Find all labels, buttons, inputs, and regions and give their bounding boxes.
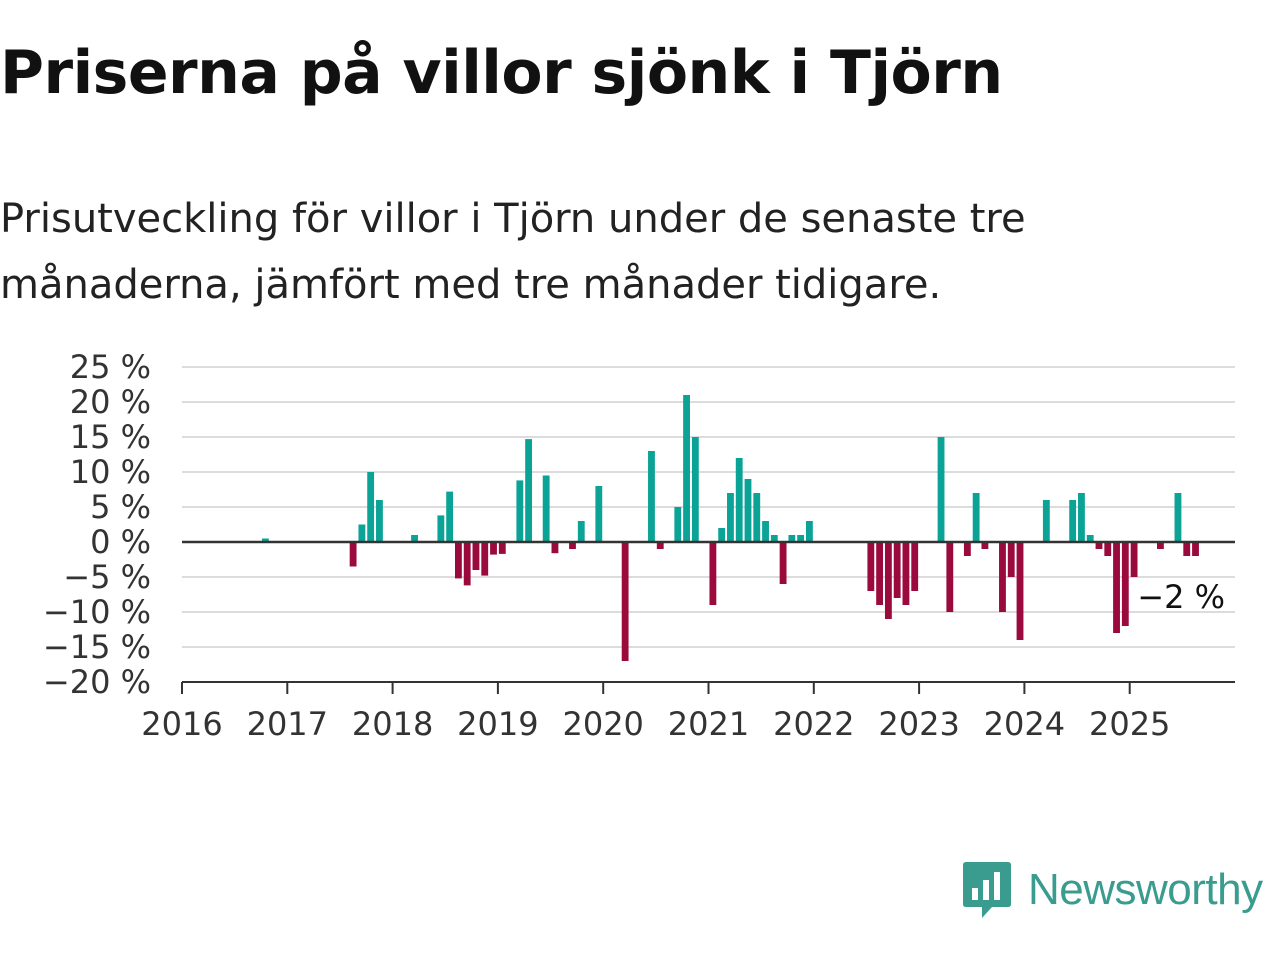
bar [516, 480, 524, 542]
bar [498, 542, 506, 554]
bar [683, 395, 690, 542]
y-tick-label: −10 % [43, 593, 151, 631]
bar [937, 437, 945, 542]
x-tick-label: 2020 [562, 705, 643, 743]
bar [744, 479, 752, 542]
bar [902, 542, 910, 605]
bar [753, 493, 761, 542]
bar [867, 542, 875, 591]
bar [481, 542, 489, 576]
bar [463, 542, 471, 586]
page-title: Priserna på villor sjönk i Tjörn [0, 38, 1003, 108]
bar [963, 542, 971, 556]
y-axis-ticks: 25 %20 %15 %10 %5 %0 %−5 %−10 %−15 %−20 … [43, 348, 151, 701]
x-tick-label: 2019 [457, 705, 538, 743]
bar [1086, 535, 1094, 542]
bar [1192, 542, 1199, 556]
bar [551, 542, 559, 554]
bar [911, 542, 919, 591]
bar [542, 475, 550, 542]
bar [648, 451, 655, 542]
bar [1069, 500, 1077, 542]
x-tick-label: 2025 [1089, 705, 1170, 743]
bar [893, 542, 901, 598]
bar [490, 542, 497, 555]
x-tick-label: 2018 [352, 705, 433, 743]
bar [569, 542, 576, 549]
bar [1042, 500, 1050, 542]
bar [454, 542, 462, 579]
bar [981, 542, 989, 549]
chart-subtitle: Prisutveckling för villor i Tjörn under … [0, 196, 1026, 308]
bar [1156, 542, 1164, 549]
x-tick-label: 2023 [878, 705, 959, 743]
y-tick-label: 0 % [90, 523, 151, 561]
bar [762, 521, 769, 542]
bar [1016, 542, 1024, 640]
y-tick-label: 10 % [70, 453, 151, 491]
x-axis-ticks: 2016 2017 2018 2019 2020 2021 2022 2023 2024 2025 [141, 682, 1170, 743]
x-tick-label: 2024 [984, 705, 1065, 743]
bar [376, 500, 383, 542]
bar [946, 542, 954, 612]
bar [876, 542, 884, 605]
bar [884, 542, 892, 619]
bar [621, 542, 629, 661]
y-tick-label: 25 % [70, 348, 151, 386]
bar [411, 535, 418, 542]
x-tick-label: 2022 [773, 705, 854, 743]
bar [972, 493, 980, 542]
bar [999, 542, 1006, 612]
bar [261, 538, 269, 542]
bar-chart: 25 %20 %15 %10 %5 %0 %−5 %−10 %−15 %−20 … [43, 348, 1235, 743]
y-tick-label: −5 % [63, 558, 151, 596]
bar [525, 439, 533, 542]
bar [1007, 542, 1015, 577]
bar [349, 542, 357, 567]
bar [1130, 542, 1138, 577]
y-tick-label: 15 % [70, 418, 151, 456]
bar [472, 542, 480, 570]
bar [595, 486, 603, 542]
bar [779, 542, 787, 584]
bar [577, 521, 585, 542]
bar [788, 535, 796, 542]
bars [261, 395, 1199, 661]
bar [358, 524, 366, 542]
bar [1174, 493, 1182, 542]
last-value-label: −2 % [1137, 578, 1225, 616]
newsworthy-logo-icon [963, 862, 1011, 918]
bar [1113, 542, 1120, 633]
bar [1078, 493, 1085, 542]
bar [656, 542, 664, 549]
bar [437, 515, 445, 542]
bar [1121, 542, 1129, 626]
bar [709, 542, 717, 605]
y-tick-label: −15 % [43, 628, 151, 666]
bar [1183, 542, 1191, 556]
bar [674, 507, 682, 542]
bar [446, 491, 454, 542]
y-tick-label: −20 % [43, 663, 151, 701]
bar [1095, 542, 1103, 549]
grid-lines [182, 366, 1235, 683]
bar [805, 521, 813, 542]
newsworthy-logo: Newsworthy [962, 860, 1263, 920]
bar [797, 535, 805, 542]
bar [718, 528, 726, 542]
brand-name: Newsworthy [1028, 865, 1263, 914]
x-tick-label: 2017 [247, 705, 328, 743]
y-tick-label: 20 % [70, 383, 151, 421]
x-tick-label: 2016 [141, 705, 222, 743]
bar [691, 437, 699, 542]
bar [770, 535, 778, 542]
annotations: −2 % [1137, 578, 1225, 616]
bar [735, 458, 743, 542]
x-tick-label: 2021 [668, 705, 749, 743]
bar [1104, 542, 1112, 556]
bar [367, 472, 375, 542]
y-tick-label: 5 % [90, 488, 151, 526]
bar [727, 493, 734, 542]
